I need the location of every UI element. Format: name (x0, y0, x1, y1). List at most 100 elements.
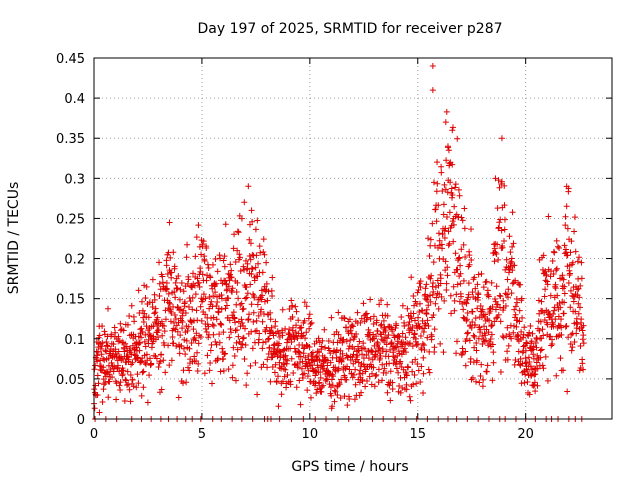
data-point (556, 244, 563, 251)
data-point (542, 268, 549, 275)
data-point (431, 326, 438, 333)
data-point (360, 300, 367, 307)
data-point (140, 318, 147, 325)
data-point (208, 380, 215, 387)
data-point (282, 366, 289, 373)
data-point (425, 302, 432, 309)
data-point (435, 202, 442, 209)
data-point (373, 317, 380, 324)
data-point (119, 371, 126, 378)
data-point (388, 339, 395, 346)
data-point (502, 302, 509, 309)
data-point (512, 311, 519, 318)
data-point (339, 350, 346, 357)
data-point (471, 333, 478, 340)
data-point (233, 288, 240, 295)
data-point (568, 331, 575, 338)
data-point (422, 285, 429, 292)
data-point (553, 265, 560, 272)
data-point (155, 364, 162, 371)
data-point (437, 340, 444, 347)
data-point (412, 356, 419, 363)
data-point (468, 256, 475, 263)
data-point (146, 372, 153, 379)
data-point (410, 381, 417, 388)
data-point (238, 316, 245, 323)
data-point (575, 310, 582, 317)
data-point (297, 401, 304, 408)
data-point (367, 296, 374, 303)
data-point (474, 296, 481, 303)
data-point (358, 389, 365, 396)
data-point (272, 361, 279, 368)
data-point (504, 276, 511, 283)
data-point (210, 293, 217, 300)
data-point (410, 292, 417, 299)
data-point (433, 218, 440, 225)
data-point (485, 329, 492, 336)
data-point (357, 319, 364, 326)
data-point (486, 317, 493, 324)
data-point (354, 352, 361, 359)
data-point (364, 314, 371, 321)
data-point (352, 366, 359, 373)
data-point (514, 299, 521, 306)
data-point (540, 252, 547, 259)
data-point (109, 374, 116, 381)
data-point (302, 335, 309, 342)
data-point (243, 382, 250, 389)
data-point (256, 243, 263, 250)
data-point (147, 332, 154, 339)
data-point (575, 300, 582, 307)
data-point (251, 294, 258, 301)
data-point (217, 368, 224, 375)
data-point (515, 348, 522, 355)
data-point (557, 316, 564, 323)
data-point (567, 340, 574, 347)
data-point (536, 310, 543, 317)
data-point (260, 339, 267, 346)
data-point (174, 328, 181, 335)
data-point (327, 359, 334, 366)
data-point (124, 382, 131, 389)
data-point (240, 305, 247, 312)
data-point (468, 324, 475, 331)
data-point (440, 201, 447, 208)
data-point (364, 333, 371, 340)
data-point (549, 257, 556, 264)
data-point (445, 242, 452, 249)
data-point (497, 293, 504, 300)
data-point (139, 328, 146, 335)
data-point (144, 399, 151, 406)
data-point (331, 398, 338, 405)
data-point (533, 344, 540, 351)
data-point (235, 295, 242, 302)
data-point (322, 344, 329, 351)
data-point (195, 222, 202, 229)
data-point (123, 377, 130, 384)
data-point (248, 301, 255, 308)
data-point (106, 378, 113, 385)
data-point (244, 290, 251, 297)
data-point (389, 379, 396, 386)
data-point (230, 245, 237, 252)
data-point (340, 336, 347, 343)
data-point (312, 368, 319, 375)
data-point (121, 398, 128, 405)
data-point (247, 362, 254, 369)
data-point (515, 333, 522, 340)
data-point (466, 261, 473, 268)
data-point (513, 323, 520, 330)
data-point (296, 349, 303, 356)
data-point (184, 241, 191, 248)
data-point (206, 305, 213, 312)
data-point (102, 379, 109, 386)
data-point (424, 334, 431, 341)
data-point (483, 278, 490, 285)
data-point (435, 305, 442, 312)
data-point (259, 269, 266, 276)
data-point (105, 305, 112, 312)
data-point (251, 277, 258, 284)
data-point (306, 344, 313, 351)
data-point (483, 368, 490, 375)
